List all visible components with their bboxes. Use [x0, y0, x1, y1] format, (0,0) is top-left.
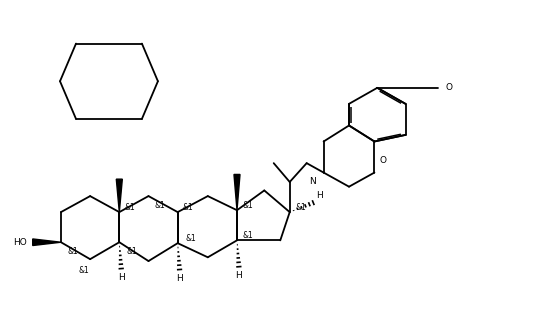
- Text: H: H: [176, 274, 183, 283]
- Text: &1: &1: [182, 203, 193, 212]
- Text: H: H: [118, 273, 125, 282]
- Polygon shape: [234, 174, 240, 210]
- Text: &1: &1: [243, 231, 253, 240]
- Text: O: O: [379, 156, 386, 165]
- Text: &1: &1: [127, 247, 138, 256]
- Text: &1: &1: [243, 201, 253, 210]
- Text: &1: &1: [124, 203, 135, 212]
- Text: &1: &1: [68, 247, 79, 256]
- Text: HO: HO: [13, 238, 27, 247]
- Text: N: N: [309, 177, 316, 186]
- Text: O: O: [446, 83, 453, 92]
- Text: &1: &1: [185, 234, 196, 243]
- Polygon shape: [116, 179, 122, 212]
- Text: H: H: [236, 271, 242, 280]
- Text: &1: &1: [154, 201, 165, 210]
- Polygon shape: [33, 239, 61, 246]
- Text: H: H: [316, 191, 323, 200]
- Text: &1: &1: [295, 203, 306, 212]
- Text: &1: &1: [79, 266, 90, 275]
